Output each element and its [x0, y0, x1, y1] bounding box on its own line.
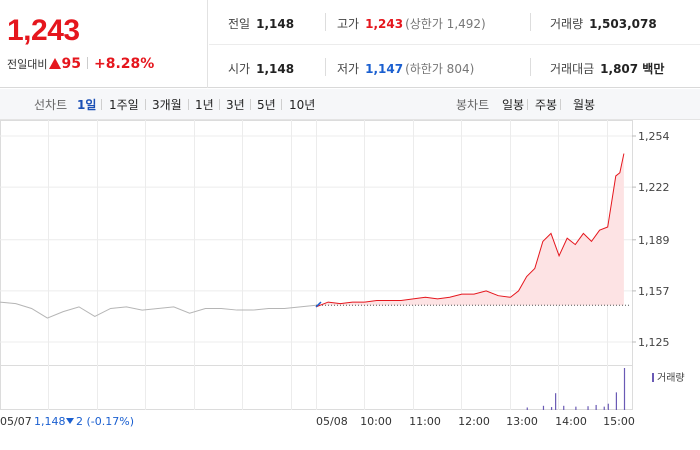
today-open-segment [315, 301, 322, 308]
prev-close: 전일 1,148 [228, 15, 294, 32]
today-price-line [315, 153, 625, 308]
high-value: 1,243 [365, 17, 404, 31]
today-area [316, 153, 624, 307]
volume-legend-label: 거래량 [657, 372, 685, 384]
current-price: 1,243 [7, 14, 80, 47]
volume-bar [607, 403, 609, 410]
divider [145, 99, 146, 110]
divider [325, 58, 326, 76]
x-tick-label: 05/08 [316, 415, 348, 428]
prev-close-value: 1,148 [256, 17, 295, 31]
prev-day-close-label: 1,148 [34, 415, 66, 428]
change-value: 95 [61, 56, 81, 72]
amount-label: 거래대금 [550, 62, 595, 76]
divider [250, 99, 251, 110]
upper-limit: (상한가 1,492) [405, 17, 486, 31]
high-price: 고가 1,243 (상한가 1,492) [337, 15, 486, 32]
volume-bar [603, 406, 605, 410]
x-tick-label: 05/07 [0, 415, 32, 428]
tab-3-months[interactable]: 3개월 [152, 98, 182, 112]
tab-monthly-candle[interactable]: 월봉 [573, 98, 596, 112]
volume-bar [563, 405, 565, 410]
x-tick-label: 10:00 [360, 415, 392, 428]
price-box: 1,243 전일대비 95 +8.28% [0, 0, 208, 88]
y-tick-label: 1,125 [638, 336, 670, 349]
divider [527, 99, 528, 110]
prev-close-label: 전일 [228, 17, 251, 31]
tab-10-years[interactable]: 10년 [289, 98, 316, 112]
volume-bar [542, 405, 545, 410]
tab-daily-candle[interactable]: 일봉 [502, 98, 525, 112]
lower-limit: (하한가 804) [405, 62, 475, 76]
down-triangle-icon [66, 418, 74, 424]
divider [530, 58, 531, 76]
volume-bar [526, 407, 528, 410]
divider [281, 99, 282, 110]
divider [219, 99, 220, 110]
low-price: 저가 1,147 (하한가 804) [337, 60, 474, 77]
x-tick-label: 14:00 [555, 415, 587, 428]
change-percent: +8.28% [93, 56, 155, 72]
volume-bar [587, 406, 589, 410]
open-value: 1,148 [256, 62, 295, 76]
tab-weekly-candle[interactable]: 주봉 [535, 98, 558, 112]
prev-day-change-label: 2 (-0.17%) [76, 415, 134, 428]
divider [86, 57, 88, 69]
volume-bar [550, 407, 553, 410]
x-tick-label: 11:00 [409, 415, 441, 428]
divider [530, 13, 531, 31]
stock-summary: 1,243 전일대비 95 +8.28% 전일 1,148 고가 1,243 (상한가 1… [0, 0, 700, 88]
volume-bar [575, 406, 577, 410]
high-label: 고가 [337, 17, 360, 31]
change-line: 전일대비 95 +8.28% [7, 53, 154, 72]
low-label: 저가 [337, 62, 360, 76]
y-tick-label: 1,189 [638, 234, 670, 247]
volume-legend-swatch [652, 373, 654, 382]
open-price: 시가 1,148 [228, 60, 294, 77]
divider [101, 99, 102, 110]
price-chart-svg: 1,254 1,222 1,189 1,157 1,125 거래량 05/07 05/08 10… [0, 120, 685, 428]
divider [560, 99, 561, 110]
tab-3-years[interactable]: 3년 [226, 98, 245, 112]
tab-1-day[interactable]: 1일 [77, 98, 97, 112]
volume: 거래량 1,503,078 [550, 15, 657, 32]
trade-amount: 거래대금 1,807 백만 [550, 60, 664, 77]
divider [209, 44, 700, 45]
x-tick-label: 15:00 [603, 415, 635, 428]
amount-value: 1,807 백만 [600, 62, 665, 76]
tab-1-week[interactable]: 1주일 [109, 98, 139, 112]
divider [325, 13, 326, 31]
volume-bar [555, 393, 557, 410]
line-chart-title: 선차트 [34, 98, 68, 112]
x-tick-label: 13:00 [506, 415, 538, 428]
volume-bar [595, 404, 597, 410]
price-chart[interactable]: 1,254 1,222 1,189 1,157 1,125 거래량 05/07 05/08 10… [0, 120, 700, 450]
volume-bar [623, 368, 626, 410]
up-triangle-icon [49, 58, 62, 69]
open-label: 시가 [228, 62, 251, 76]
tab-5-years[interactable]: 5년 [257, 98, 276, 112]
y-tick-label: 1,254 [638, 130, 670, 143]
tab-1-year[interactable]: 1년 [195, 98, 214, 112]
x-tick-label: 12:00 [458, 415, 490, 428]
chart-tab-bar: 선차트 1일 1주일 3개월 1년 3년 5년 10년 봉차트 일봉 주봉 월봉 [0, 89, 700, 120]
y-tick-label: 1,222 [638, 181, 670, 194]
candle-chart-title: 봉차트 [456, 98, 490, 112]
prev-day-line [0, 301, 317, 319]
change-label: 전일대비 [7, 58, 48, 71]
low-value: 1,147 [365, 62, 404, 76]
y-tick-label: 1,157 [638, 285, 670, 298]
volume-value: 1,503,078 [589, 17, 657, 31]
volume-bar [615, 392, 617, 410]
volume-label: 거래량 [550, 17, 584, 31]
divider [188, 99, 189, 110]
